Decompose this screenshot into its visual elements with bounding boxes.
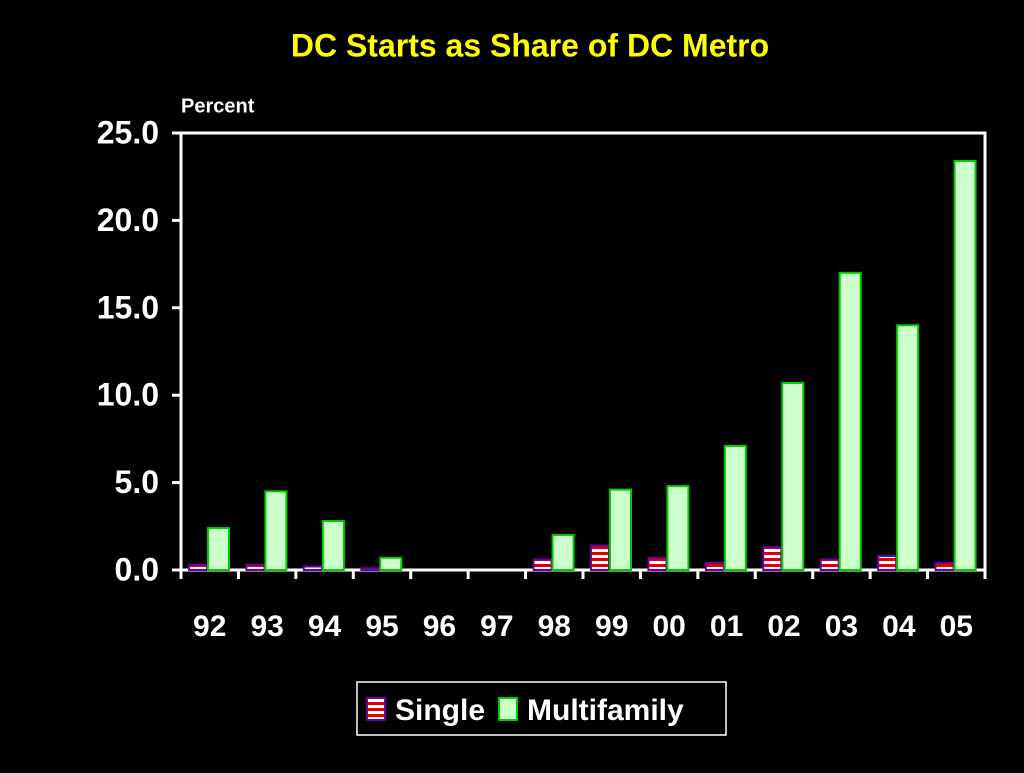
x-tick-label: 04 <box>882 610 916 643</box>
y-tick-label: 20.0 <box>97 202 159 238</box>
bar <box>781 381 805 571</box>
y-axis-label: Percent <box>181 95 255 117</box>
legend-label: Multifamily <box>527 694 684 727</box>
chart-title: DC Starts as Share of DC Metro <box>291 27 769 63</box>
x-tick-label: 97 <box>480 610 513 643</box>
bar <box>723 444 747 571</box>
bar <box>838 271 862 571</box>
legend-box <box>356 681 727 736</box>
x-tick-label: 93 <box>250 610 283 643</box>
bar <box>704 562 725 571</box>
bar <box>245 563 266 571</box>
x-tick-label: 96 <box>423 610 456 643</box>
bar <box>877 555 898 571</box>
x-tick-label: 03 <box>825 610 858 643</box>
x-tick-label: 94 <box>308 610 342 643</box>
x-tick-label: 99 <box>595 610 628 643</box>
legend-swatch <box>498 697 519 721</box>
x-tick-label: 02 <box>767 610 800 643</box>
bar <box>379 556 403 571</box>
bar <box>762 546 783 572</box>
y-tick-label: 5.0 <box>115 464 159 500</box>
x-tick-label: 00 <box>652 610 685 643</box>
bar <box>647 556 668 571</box>
x-tick-label: 98 <box>538 610 571 643</box>
bar <box>551 534 575 571</box>
bar <box>360 567 381 572</box>
x-tick-label: 95 <box>365 610 398 643</box>
bar <box>321 520 345 572</box>
y-tick-label: 0.0 <box>115 551 159 587</box>
bar <box>302 565 323 572</box>
bar <box>264 490 288 571</box>
bar <box>666 485 690 572</box>
y-tick-label: 15.0 <box>97 289 159 325</box>
x-tick-label: 05 <box>940 610 973 643</box>
bar <box>934 562 955 571</box>
y-tick-label: 10.0 <box>97 377 159 413</box>
bar <box>207 527 230 571</box>
bar <box>609 488 632 572</box>
x-tick-label: 01 <box>710 610 743 643</box>
x-tick-label: 92 <box>193 610 226 643</box>
bar <box>896 324 920 571</box>
legend-swatch <box>366 697 386 721</box>
bar <box>819 558 840 572</box>
bar <box>188 563 208 571</box>
legend-label: Single <box>395 694 485 727</box>
bar <box>953 159 977 572</box>
bar <box>532 558 553 572</box>
y-tick-label: 25.0 <box>97 114 159 150</box>
bar <box>590 544 610 572</box>
